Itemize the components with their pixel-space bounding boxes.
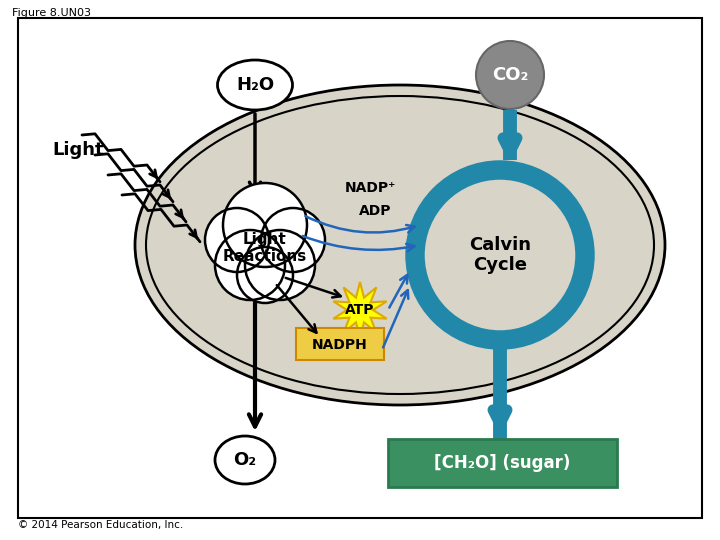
Text: ATP: ATP (346, 303, 374, 317)
Text: CO₂: CO₂ (492, 66, 528, 84)
Ellipse shape (215, 436, 275, 484)
Text: O₂: O₂ (233, 451, 256, 469)
Text: © 2014 Pearson Education, Inc.: © 2014 Pearson Education, Inc. (18, 520, 184, 530)
Circle shape (223, 183, 307, 267)
Circle shape (422, 177, 578, 333)
Circle shape (237, 247, 293, 303)
Text: H₂O: H₂O (236, 76, 274, 94)
Text: NADPH: NADPH (312, 338, 368, 352)
Circle shape (261, 208, 325, 272)
Ellipse shape (217, 60, 292, 110)
Text: Light
Reactions: Light Reactions (223, 232, 307, 264)
FancyBboxPatch shape (388, 439, 617, 487)
FancyBboxPatch shape (18, 18, 702, 518)
Text: Light: Light (52, 141, 104, 159)
Circle shape (215, 230, 285, 300)
Circle shape (205, 208, 269, 272)
Text: Figure 8.UN03: Figure 8.UN03 (12, 8, 91, 18)
Circle shape (245, 230, 315, 300)
Text: NADP⁺: NADP⁺ (344, 181, 396, 195)
Polygon shape (333, 282, 387, 338)
Text: Calvin
Cycle: Calvin Cycle (469, 235, 531, 274)
Ellipse shape (135, 85, 665, 405)
Text: [CH₂O] (sugar): [CH₂O] (sugar) (434, 454, 570, 472)
Circle shape (476, 41, 544, 109)
FancyBboxPatch shape (296, 328, 384, 360)
Text: ADP: ADP (359, 204, 391, 218)
